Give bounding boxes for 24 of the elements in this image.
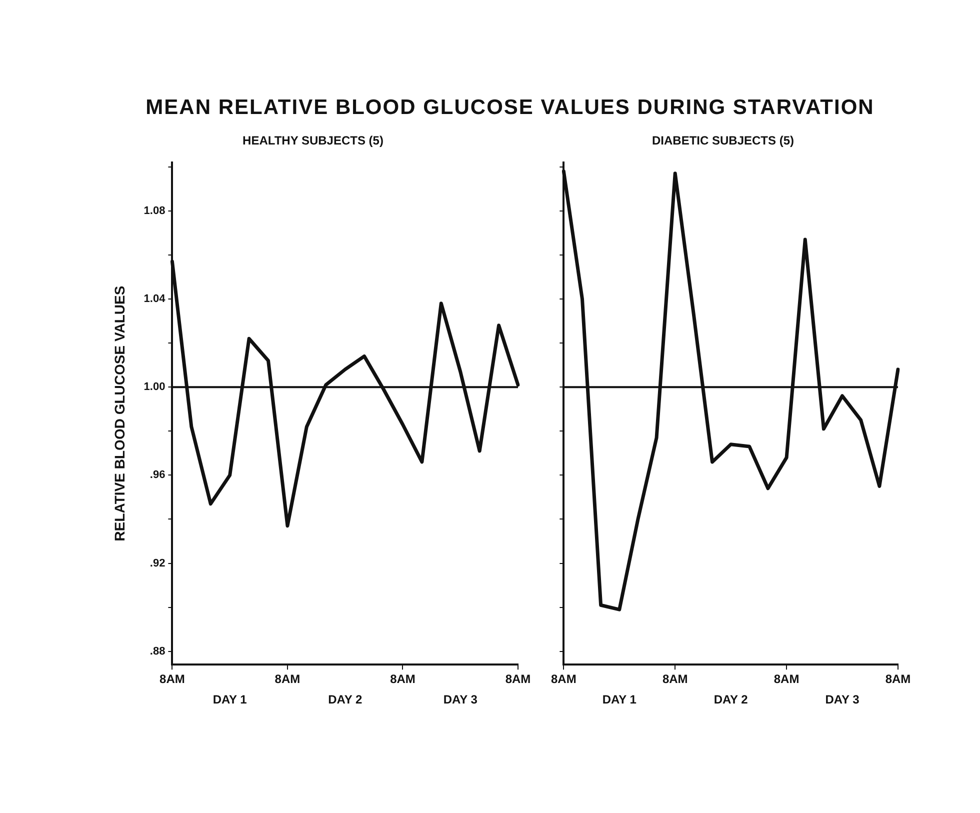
x-tick-label: 8AM — [774, 672, 800, 686]
y-axis-title: RELATIVE BLOOD GLUCOSE VALUES — [111, 286, 128, 542]
x-tick-label: 8AM — [160, 672, 185, 686]
text: DAY 2 — [714, 692, 748, 706]
x-tick-label: 8AM — [550, 672, 576, 686]
text: DAY 1 — [602, 692, 637, 706]
y-tick-label: 1.00 — [144, 381, 166, 394]
y-tick-label: .92 — [150, 557, 166, 570]
y-tick-label: 1.08 — [144, 204, 166, 217]
text: DAY 2 — [328, 692, 362, 706]
y-tick-label: 1.04 — [144, 292, 166, 305]
x-tick-label: 8AM — [662, 672, 688, 686]
text: DAY 3 — [443, 692, 478, 706]
chart-subtitle: HEALTHY SUBJECTS (5) — [242, 134, 384, 148]
y-tick-label: .88 — [150, 645, 166, 658]
x-tick-label: 8AM — [390, 672, 416, 686]
x-tick-label: 8AM — [274, 672, 300, 686]
x-tick-label: 8AM — [885, 672, 911, 686]
x-tick-label: 8AM — [505, 672, 531, 686]
chart-title: MEAN RELATIVE BLOOD GLUCOSE VALUES DURING STARVATION — [144, 96, 876, 120]
text: DAY 3 — [825, 692, 860, 706]
y-tick-label: .96 — [150, 469, 166, 482]
chart-subtitle: DIABETIC SUBJECTS (5) — [652, 134, 794, 148]
text: DAY 1 — [212, 692, 248, 706]
